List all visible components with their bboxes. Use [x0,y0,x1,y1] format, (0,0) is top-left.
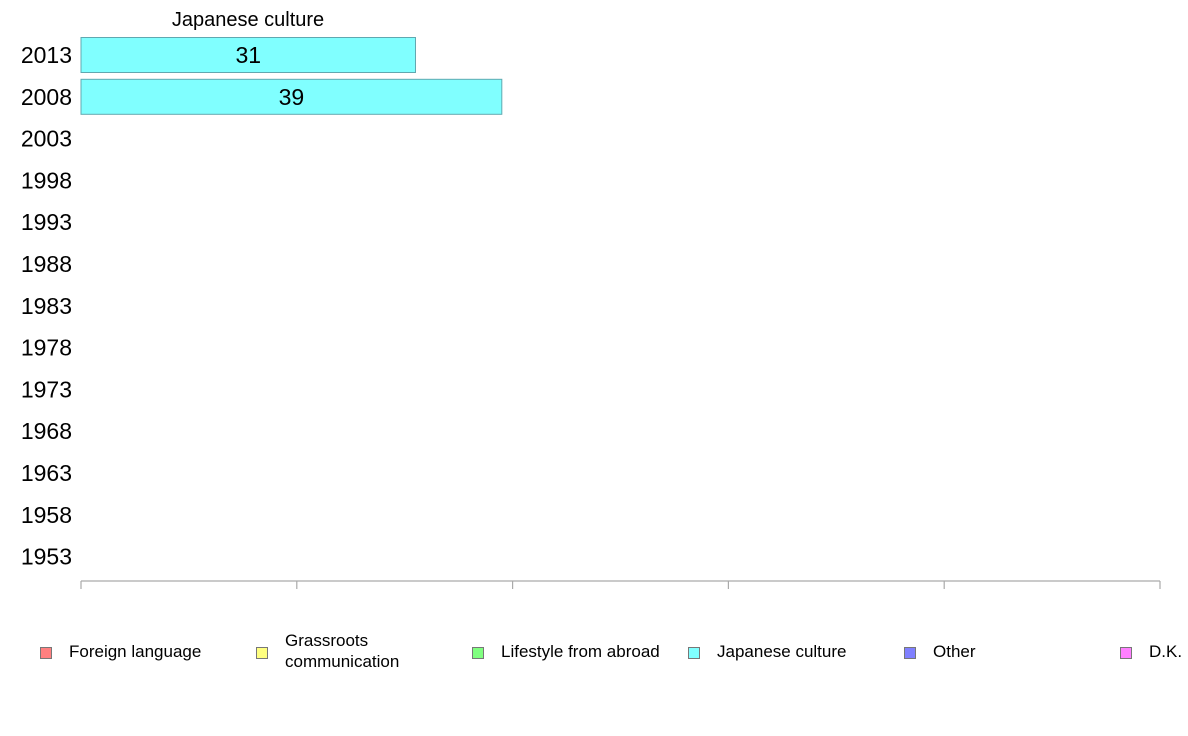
legend-swatch [688,647,700,659]
bar [80,78,503,115]
legend-label: Lifestyle from abroad [501,642,660,661]
y-tick-label: 1998 [21,167,72,193]
legend-label: Foreign language [69,642,202,661]
legend-item: Other [904,641,976,662]
legend-item: Lifestyle from abroad [472,641,660,662]
y-tick-label: 1983 [21,293,72,319]
legend-label: Japanese culture [717,642,847,661]
y-tick-label: 1988 [21,251,72,277]
chart-plot: Japanese culture 2013 31 2008 39 2003 1998 199… [21,9,1177,600]
legend-item: D.K. [1120,641,1182,662]
x-tick-label: 100 [1143,597,1176,600]
legend-label: Grassroots communication [285,631,400,671]
y-tick-label: 1993 [21,209,72,235]
legend-label: Other [933,642,976,661]
x-tick-label: 40 [501,597,523,600]
legend-item: Foreign language [40,641,201,662]
y-tick-label: 2008 [21,84,72,110]
legend-item: Grassroots communication [256,630,399,672]
bar [80,37,416,73]
legend-item: Japanese culture [688,641,846,662]
x-tick-label: 80 [933,597,955,600]
y-tick-label: 1953 [21,544,72,570]
legend-label: D.K. [1149,642,1183,661]
y-tick-label: 1968 [21,418,72,444]
y-tick-label: 1958 [21,502,72,528]
y-tick-label: 1963 [21,460,72,486]
legend-swatch [1120,647,1132,659]
y-tick-label: 2013 [21,42,72,68]
y-tick-label: 1978 [21,335,72,361]
data-label: 31 [235,42,261,68]
y-tick-label: 2003 [21,126,72,152]
legend-swatch [256,647,268,659]
legend-swatch [472,647,484,659]
x-tick-label: 60 [717,597,739,600]
legend-swatch [40,647,52,659]
x-tick-label: 0 [75,597,86,600]
legend-swatch [904,647,916,659]
x-tick-label: 20 [286,597,308,600]
data-label: 39 [279,84,305,110]
column-label: Japanese culture [172,9,324,31]
y-tick-label: 1973 [21,376,72,402]
